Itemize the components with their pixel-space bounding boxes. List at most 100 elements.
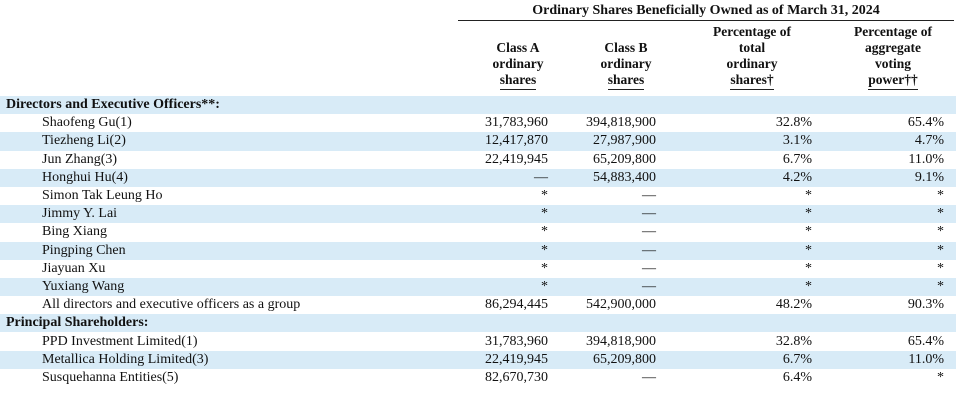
section-row: Directors and Executive Officers**:	[0, 96, 957, 115]
pct-total-cell: 3.1%	[674, 132, 830, 151]
column-header-class-a: Class A ordinary shares	[458, 40, 578, 90]
table-row: Simon Tak Leung Ho * — * *	[0, 187, 956, 205]
class-b-shares-cell: —	[642, 369, 656, 385]
class-a-shares-cell: *	[541, 224, 548, 240]
class-a-shares-cell: 31,783,960	[485, 115, 548, 131]
pct-total-cell: 32.8%	[775, 115, 812, 131]
class-b-shares-cell: 65,209,800	[558, 350, 674, 369]
pct-voting-cell: 11.0%	[908, 151, 945, 167]
section-row: Principal Shareholders:	[0, 314, 957, 333]
pct-total-cell: *	[805, 260, 812, 276]
ownership-table: Directors and Executive Officers**: Shaof…	[0, 96, 957, 387]
column-header-pct-total: Percentage of total ordinary shares†	[674, 24, 830, 90]
pct-total-cell: 6.4%	[782, 369, 812, 385]
column-header-line: power††	[868, 72, 918, 90]
column-header-line: shares	[499, 72, 537, 90]
column-header-class-b: Class B ordinary shares	[578, 40, 674, 90]
pct-total-cell: 6.7%	[782, 151, 812, 167]
class-b-shares-cell: —	[558, 205, 674, 224]
class-b-shares-cell: 54,883,400	[558, 168, 674, 187]
holder-name: Susquehanna Entities(5)	[42, 369, 179, 385]
table-row: Jiayuan Xu * — * *	[0, 260, 956, 278]
class-b-shares-cell: 394,818,900	[586, 333, 656, 349]
holder-name: Jun Zhang(3)	[42, 151, 118, 167]
table-row: Metallica Holding Limited(3) 22,419,945 65…	[0, 350, 957, 369]
pct-voting-cell: 65.4%	[907, 115, 945, 131]
column-header-line: ordinary	[726, 56, 778, 71]
class-b-shares-cell: 394,818,900	[586, 115, 656, 131]
table-row: Pingping Chen * — * *	[0, 241, 957, 260]
table-row: All directors and executive officers as …	[0, 296, 956, 314]
holder-name: PPD Investment Limited(1)	[42, 333, 198, 349]
class-a-shares-cell: 12,417,870	[458, 132, 558, 151]
table-row: Jun Zhang(3) 22,419,945 65,209,800 6.7% 11.0…	[0, 151, 956, 169]
class-b-shares-cell: —	[558, 277, 674, 297]
pct-voting-cell: *	[830, 205, 957, 224]
pct-voting-cell: 90.3%	[907, 297, 945, 313]
column-header-line: voting	[874, 56, 911, 71]
table-row: Bing Xiang * — * *	[0, 223, 956, 241]
column-header-line: Percentage of	[712, 24, 792, 39]
pct-total-cell: *	[674, 241, 830, 260]
column-header-line: ordinary	[600, 56, 652, 71]
holder-name: Jimmy Y. Lai	[0, 205, 458, 224]
class-a-shares-cell: 31,783,960	[485, 333, 548, 349]
pct-total-cell: 4.2%	[674, 168, 830, 187]
class-a-shares-cell: *	[458, 205, 558, 224]
column-header-line: Class B	[604, 40, 648, 55]
pct-total-cell: 6.7%	[674, 350, 830, 369]
holder-name: Yuxiang Wang	[0, 277, 458, 297]
class-a-shares-cell: 22,419,945	[485, 151, 548, 167]
column-header-line: ordinary	[492, 56, 544, 71]
pct-voting-cell: 65.4%	[907, 333, 945, 349]
pct-total-cell: *	[674, 277, 830, 297]
pct-voting-cell: *	[937, 369, 945, 385]
class-b-shares-cell: 27,987,900	[558, 132, 674, 151]
holder-name: Pingping Chen	[0, 241, 458, 260]
column-header-line: aggregate	[865, 40, 921, 55]
pct-total-cell: 32.8%	[775, 333, 812, 349]
pct-voting-cell: *	[937, 260, 945, 276]
class-a-shares-cell: *	[458, 241, 558, 260]
table-row: Shaofeng Gu(1) 31,783,960 394,818,900 32.8%…	[0, 114, 956, 132]
table-title: Ordinary Shares Beneficially Owned as of…	[532, 3, 880, 18]
column-header-line: shares	[607, 72, 645, 90]
section-heading: Directors and Executive Officers**:	[0, 96, 957, 115]
column-header-line: total	[738, 40, 766, 55]
holder-name: All directors and executive officers as …	[42, 297, 301, 313]
table-row: Susquehanna Entities(5) 82,670,730 — 6.4% *	[0, 369, 956, 387]
section-heading: Principal Shareholders:	[0, 314, 957, 333]
class-a-shares-cell: *	[541, 188, 548, 204]
table-row: Yuxiang Wang * — * *	[0, 277, 957, 297]
holder-name: Bing Xiang	[42, 224, 107, 240]
pct-voting-cell: *	[937, 224, 945, 240]
holder-name: Honghui Hu(4)	[0, 168, 458, 187]
class-a-shares-cell: *	[458, 277, 558, 297]
holder-name: Jiayuan Xu	[42, 260, 106, 276]
pct-voting-cell: 11.0%	[830, 350, 957, 369]
class-b-shares-cell: —	[642, 188, 656, 204]
holder-name: Metallica Holding Limited(3)	[0, 350, 458, 369]
table-row: Honghui Hu(4) —54,883,400 4.2% 9.1%	[0, 168, 957, 187]
header-rule	[458, 20, 954, 21]
pct-total-cell: *	[805, 224, 812, 240]
pct-voting-cell: *	[830, 277, 957, 297]
holder-name: Tiezheng Li(2)	[0, 132, 458, 151]
pct-voting-cell: 9.1%	[830, 168, 957, 187]
class-a-shares-cell: —	[458, 168, 558, 187]
pct-voting-cell: *	[830, 241, 957, 260]
class-a-shares-cell: 82,670,730	[485, 369, 548, 385]
pct-total-cell: 48.2%	[775, 297, 812, 313]
pct-voting-cell: *	[937, 188, 945, 204]
column-header-line: Class A	[496, 40, 540, 55]
ownership-table-body: Directors and Executive Officers**: Shaof…	[0, 96, 957, 387]
class-b-shares-cell: 542,900,000	[586, 297, 656, 313]
column-header-line: shares†	[730, 72, 774, 90]
class-a-shares-cell: 86,294,445	[485, 297, 548, 313]
class-a-shares-cell: 22,419,945	[458, 350, 558, 369]
holder-name: Simon Tak Leung Ho	[42, 188, 163, 204]
pct-total-cell: *	[674, 205, 830, 224]
pct-voting-cell: 4.7%	[830, 132, 957, 151]
pct-total-cell: *	[805, 188, 812, 204]
class-b-shares-cell: —	[642, 224, 656, 240]
